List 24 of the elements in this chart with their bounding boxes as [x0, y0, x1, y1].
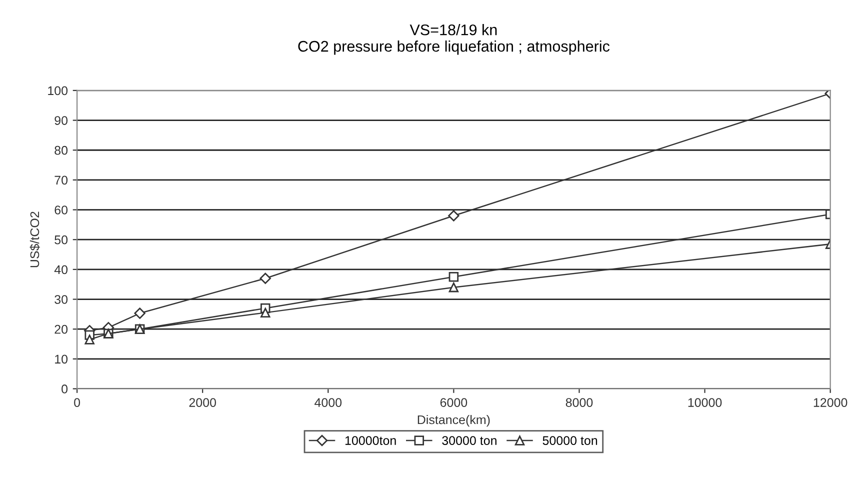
y-tick-label: 0 [62, 384, 68, 394]
y-tick-label: 40 [54, 265, 68, 274]
y-tick-label: 70 [54, 176, 68, 185]
y-tick-label: 50 [54, 235, 68, 244]
y-tick-label: 30 [54, 295, 68, 304]
legend-label: 30000 ton [442, 436, 496, 445]
x-tick-label: 2000 [189, 398, 216, 407]
x-axis-title: Distance(km) [418, 414, 490, 427]
x-tick-label: 8000 [566, 398, 593, 407]
y-tick-label: 20 [54, 324, 68, 334]
x-tick-label: 4000 [314, 398, 342, 407]
chart-title: VS=18/19 kn CO2 pressure before liquefation ; atmospheric [298, 24, 610, 55]
x-tick-label: 6000 [440, 398, 468, 407]
legend-label: 50000 ton [542, 436, 598, 445]
legend-label: 10000ton [345, 436, 396, 445]
y-tick-label: 60 [54, 206, 68, 214]
y-tick-label: 90 [54, 116, 68, 125]
y-axis-title: US$/tCO2 [30, 212, 40, 268]
x-tick-label: 10000 [688, 398, 722, 407]
x-tick-label: 12000 [814, 398, 848, 407]
y-tick-label: 80 [54, 146, 68, 155]
y-tick-label: 10 [55, 354, 68, 364]
y-tick-label: 100 [48, 86, 68, 96]
x-tick-label: 0 [74, 398, 80, 407]
